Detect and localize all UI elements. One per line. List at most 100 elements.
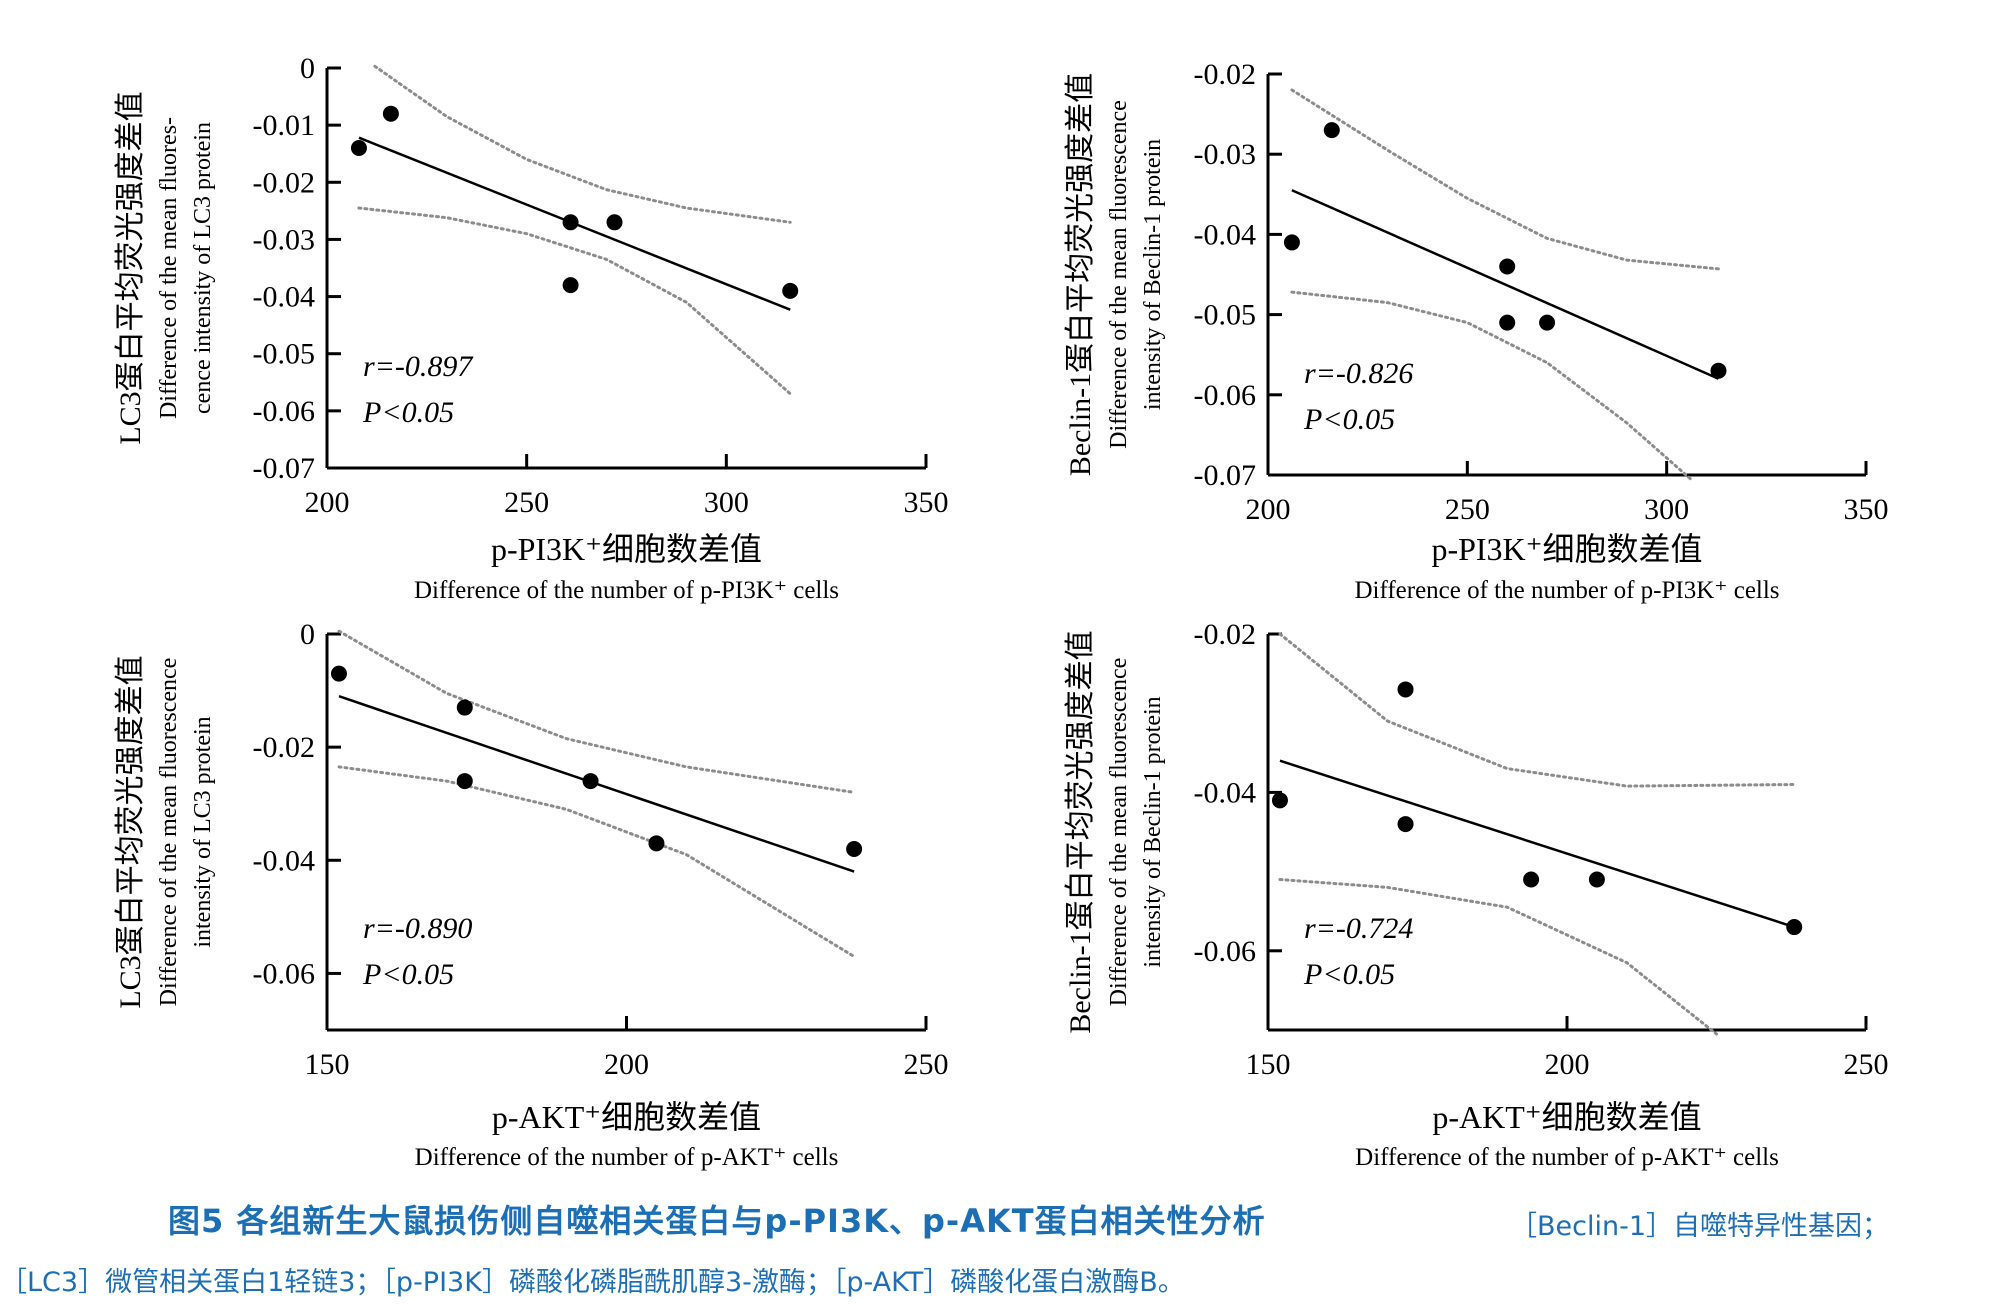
x-tick-label: 250: [504, 486, 549, 519]
data-point: [782, 282, 799, 299]
data-point: [350, 140, 367, 156]
data-point: [1588, 871, 1605, 888]
x-axis-label-en: Difference of the number of p-AKT⁺ cells: [415, 1144, 839, 1171]
p-value-label: P<0.05: [1303, 958, 1395, 991]
regression-line: [1279, 759, 1795, 929]
y-tick-label: -0.03: [1194, 138, 1257, 171]
confidence-band-lower: [1278, 878, 1718, 1036]
y-axis-label-en: intensity of LC3 protein: [190, 716, 216, 947]
figure-caption-line-2: ［LC3］微管相关蛋白1轻链3；［p-PI3K］磷酸化磷脂酰肌醇3-激酶；［p-…: [0, 1256, 2008, 1304]
x-axis-label-en: Difference of the number of p-PI3K⁺ cell…: [414, 577, 839, 604]
y-tick-label: -0.04: [1194, 776, 1257, 809]
data-point: [330, 665, 347, 682]
y-tick-label: -0.02: [253, 731, 316, 764]
data-point: [456, 773, 473, 790]
y-tick-label: -0.02: [1194, 618, 1257, 651]
data-point: [606, 214, 623, 231]
data-point: [1323, 122, 1340, 139]
y-tick-label: -0.04: [1194, 218, 1257, 251]
x-tick-label: 350: [904, 486, 949, 519]
x-tick-label: 300: [704, 486, 749, 519]
y-tick-label: -0.05: [253, 338, 316, 371]
x-tick-label: 250: [1445, 493, 1490, 526]
correlation-label: r=-0.826: [1304, 357, 1413, 390]
data-point: [456, 699, 473, 716]
y-axis-label-en: intensity of Beclin-1 protein: [1140, 696, 1166, 967]
y-axis-label-en: cence intensity of LC3 protein: [190, 122, 216, 414]
y-tick-label: -0.06: [1194, 935, 1257, 968]
data-point: [648, 835, 665, 852]
x-tick-label: 250: [1844, 1048, 1889, 1081]
x-axis-label-cn: p-PI3K⁺细胞数差值: [1431, 531, 1702, 567]
data-point: [1397, 681, 1414, 698]
y-tick-label: -0.01: [253, 109, 316, 142]
data-point: [562, 277, 579, 294]
x-tick-label: 200: [1545, 1048, 1590, 1081]
y-axis-label-cn: LC3蛋白平均荧光强度差值: [114, 655, 147, 1008]
data-point: [1710, 362, 1727, 379]
data-point: [1499, 314, 1516, 331]
data-point: [1499, 258, 1516, 275]
y-tick-label: -0.04: [253, 844, 316, 877]
confidence-band-lower: [1290, 290, 1693, 481]
confidence-band-lower: [357, 206, 792, 396]
x-tick-label: 250: [904, 1048, 949, 1081]
p-value-label: P<0.05: [362, 958, 454, 991]
confidence-band-lower: [337, 765, 856, 958]
scatter-panel-3: 0 -0.02 -0.04 -0.06 150 200 250 r=-0.890 P<0.05 p…: [114, 618, 949, 1171]
x-tick-label: 150: [305, 1048, 350, 1081]
y-axis-label-en: Difference of the mean fluorescence: [1106, 658, 1132, 1007]
regression-line: [1291, 189, 1719, 380]
y-axis-label-en: intensity of Beclin-1 protein: [1140, 139, 1166, 410]
y-tick-label: -0.02: [253, 166, 316, 199]
data-point: [846, 840, 863, 857]
confidence-band-upper: [337, 629, 856, 794]
y-tick-label: -0.04: [253, 281, 316, 314]
data-point: [1397, 816, 1414, 833]
x-tick-label: 150: [1246, 1048, 1291, 1081]
data-point: [1283, 234, 1300, 251]
data-point: [1271, 792, 1288, 809]
x-axis-label-cn: p-AKT⁺细胞数差值: [492, 1099, 761, 1135]
y-tick-label: -0.02: [1194, 58, 1257, 91]
y-tick-label: -0.05: [1194, 299, 1257, 332]
x-axis-label-en: Difference of the number of p-AKT⁺ cells: [1355, 1144, 1779, 1171]
p-value-label: P<0.05: [362, 396, 454, 429]
caption-abbreviation-beclin: ［Beclin-1］自噬特异性基因；: [1510, 1211, 1890, 1242]
y-axis-label-en: Difference of the mean fluorescence: [156, 658, 182, 1007]
y-tick-label: -0.03: [253, 223, 316, 256]
correlation-label: r=-0.724: [1304, 912, 1413, 945]
x-axis-label-cn: p-PI3K⁺细胞数差值: [491, 531, 762, 567]
y-tick-label: -0.06: [1194, 379, 1257, 412]
correlation-label: r=-0.897: [363, 350, 474, 383]
x-axis-label-en: Difference of the number of p-PI3K⁺ cell…: [1354, 577, 1779, 604]
y-tick-label: 0: [300, 52, 315, 85]
x-tick-label: 300: [1644, 493, 1689, 526]
y-tick-label: -0.07: [1194, 459, 1257, 492]
confidence-band-upper: [1278, 632, 1796, 788]
y-axis-label-en: Difference of the mean fluorescence: [1106, 100, 1132, 449]
data-point: [382, 105, 399, 122]
x-tick-label: 200: [305, 486, 350, 519]
scatter-panel-4: -0.02 -0.04 -0.06 150 200 250 r=-0.724 P<0.05 p-…: [1064, 618, 1889, 1171]
x-tick-label: 350: [1844, 493, 1889, 526]
data-point: [1523, 871, 1540, 888]
figure-caption-title: 图5 各组新生大鼠损伤侧自噬相关蛋白与p-PI3K、p-AKT蛋白相关性分析: [168, 1202, 1266, 1240]
x-tick-label: 200: [1246, 493, 1291, 526]
confidence-band-upper: [373, 64, 792, 224]
data-point: [1786, 919, 1803, 936]
y-axis-label-cn: Beclin-1蛋白平均荧光强度差值: [1064, 630, 1097, 1033]
x-axis-label-cn: p-AKT⁺细胞数差值: [1432, 1099, 1701, 1135]
p-value-label: P<0.05: [1303, 403, 1395, 436]
data-point: [562, 214, 579, 231]
confidence-band-upper: [1290, 88, 1720, 271]
y-tick-label: -0.06: [253, 957, 316, 990]
figure-caption-line-1: 图5 各组新生大鼠损伤侧自噬相关蛋白与p-PI3K、p-AKT蛋白相关性分析 ［…: [0, 1196, 2008, 1252]
y-axis-label-cn: Beclin-1蛋白平均荧光强度差值: [1064, 73, 1097, 476]
data-point: [1539, 314, 1556, 331]
y-tick-label: -0.06: [253, 395, 316, 428]
caption-abbreviations: ［LC3］微管相关蛋白1轻链3；［p-PI3K］磷酸化磷脂酰肌醇3-激酶；［p-…: [0, 1267, 1185, 1298]
